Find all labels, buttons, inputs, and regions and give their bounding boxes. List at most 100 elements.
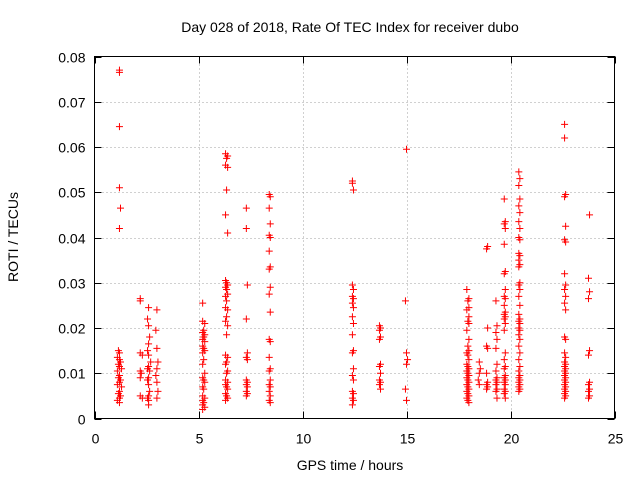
x-axis-title: GPS time / hours — [297, 457, 404, 473]
data-point-plus — [224, 306, 232, 314]
data-point-plus — [223, 154, 231, 162]
data-point-plus — [243, 356, 251, 364]
data-point-plus — [474, 376, 482, 384]
data-point-plus — [516, 175, 524, 183]
data-point-plus — [403, 396, 410, 404]
data-points — [113, 66, 594, 413]
data-point-plus — [585, 381, 592, 389]
data-point-plus — [348, 331, 356, 339]
data-point-plus — [515, 342, 523, 350]
data-point-plus — [492, 381, 500, 389]
data-point-plus — [348, 299, 356, 307]
data-point-plus — [561, 286, 569, 294]
data-point-plus — [348, 372, 356, 380]
data-point-plus — [515, 292, 523, 300]
data-point-plus — [483, 385, 491, 393]
data-point-plus — [118, 383, 126, 391]
data-point-plus — [224, 322, 232, 330]
data-point-plus — [516, 301, 524, 309]
data-point-plus — [265, 367, 273, 375]
data-point-plus — [144, 347, 152, 355]
data-point-plus — [242, 392, 250, 400]
data-point-plus — [515, 256, 523, 264]
data-point-plus — [403, 360, 410, 368]
data-point-plus — [146, 333, 154, 341]
data-point-plus — [465, 313, 473, 321]
data-point-plus — [224, 385, 232, 393]
data-point-plus — [349, 286, 357, 294]
data-point-plus — [115, 399, 123, 407]
data-point-plus — [265, 265, 273, 273]
data-point-plus — [401, 297, 409, 305]
y-tick-label: 0.05 — [58, 185, 85, 201]
data-point-plus — [493, 360, 501, 368]
data-point-plus — [501, 319, 509, 327]
data-point-plus — [154, 358, 162, 366]
data-point-plus — [115, 184, 123, 192]
data-point-plus — [464, 351, 472, 359]
data-point-plus — [147, 358, 155, 366]
data-point-plus — [349, 319, 357, 327]
data-point-plus — [243, 383, 251, 391]
data-point-plus — [515, 356, 523, 364]
data-point-plus — [561, 270, 569, 278]
data-point-plus — [501, 394, 509, 402]
data-point-plus — [145, 351, 153, 359]
data-point-plus — [201, 378, 209, 386]
data-point-plus — [492, 329, 500, 337]
data-point-plus — [137, 369, 145, 377]
data-point-plus — [113, 381, 121, 389]
data-point-plus — [515, 263, 523, 271]
data-point-plus — [201, 369, 209, 377]
data-point-plus — [516, 326, 524, 334]
data-point-plus — [242, 315, 250, 323]
data-point-plus — [516, 319, 524, 327]
data-point-plus — [349, 304, 357, 312]
y-tick-label: 0.02 — [58, 321, 85, 337]
data-point-plus — [266, 220, 274, 228]
data-point-plus — [561, 299, 569, 307]
data-point-plus — [266, 383, 274, 391]
data-point-plus — [136, 374, 144, 382]
data-point-plus — [561, 394, 569, 402]
data-point-plus — [349, 295, 357, 303]
data-point-plus — [349, 186, 357, 194]
data-point-plus — [516, 236, 524, 244]
data-point-plus — [492, 344, 500, 352]
y-tick-label: 0.06 — [58, 140, 85, 156]
data-point-plus — [404, 356, 412, 364]
data-point-plus — [145, 304, 153, 312]
data-point-plus — [349, 376, 357, 384]
data-point-plus — [465, 356, 473, 364]
data-point-plus — [585, 295, 592, 303]
data-point-plus — [153, 394, 161, 402]
data-point-plus — [492, 297, 500, 305]
y-tick-label: 0 — [78, 412, 86, 428]
data-point-plus — [152, 326, 160, 334]
data-point-plus — [377, 369, 384, 377]
y-tick-label: 0.07 — [58, 95, 85, 111]
data-point-plus — [222, 317, 230, 325]
data-point-plus — [562, 281, 570, 289]
data-point-plus — [586, 211, 594, 219]
data-point-plus — [199, 360, 207, 368]
data-point-plus — [265, 353, 273, 361]
data-point-plus — [242, 224, 250, 232]
data-point-plus — [224, 229, 232, 237]
data-point-plus — [483, 369, 491, 377]
data-point-plus — [516, 252, 524, 260]
data-point-plus — [585, 387, 592, 395]
data-point-plus — [154, 387, 162, 395]
data-point-plus — [201, 338, 209, 346]
data-point-plus — [115, 349, 123, 357]
data-point-plus — [222, 360, 230, 368]
y-tick-label: 0.08 — [58, 50, 85, 66]
x-tick-label: 10 — [296, 431, 312, 447]
data-point-plus — [348, 349, 356, 357]
data-point-plus — [200, 385, 208, 393]
data-point-plus — [153, 378, 161, 386]
data-point-plus — [562, 335, 570, 343]
data-point-plus — [463, 326, 471, 334]
data-point-plus — [348, 281, 356, 289]
